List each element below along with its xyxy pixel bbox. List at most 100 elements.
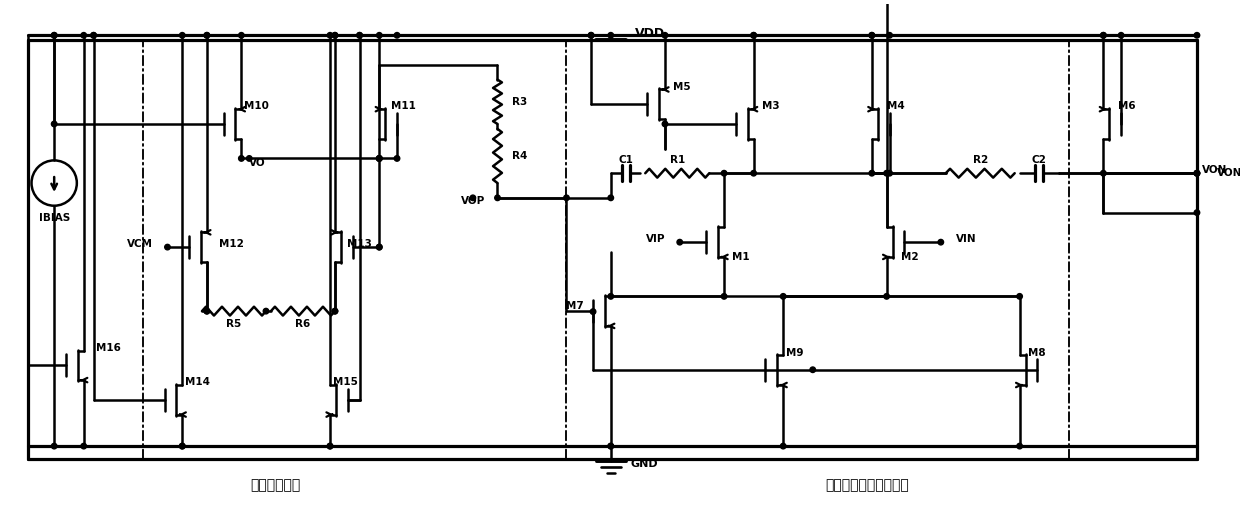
Text: VOP: VOP [461, 196, 486, 206]
Circle shape [1017, 294, 1022, 299]
Circle shape [590, 309, 595, 314]
Text: M10: M10 [244, 101, 269, 111]
Text: M9: M9 [786, 347, 804, 357]
Text: M14: M14 [185, 377, 211, 387]
Circle shape [91, 32, 97, 38]
Circle shape [495, 195, 500, 201]
Circle shape [394, 32, 399, 38]
Circle shape [81, 443, 87, 449]
Circle shape [180, 32, 185, 38]
Circle shape [238, 156, 244, 161]
Text: R4: R4 [512, 151, 528, 161]
Text: M3: M3 [761, 101, 779, 111]
Text: C1: C1 [618, 156, 632, 165]
Circle shape [1194, 170, 1200, 176]
Circle shape [780, 443, 786, 449]
Circle shape [588, 32, 594, 38]
Text: M4: M4 [887, 101, 904, 111]
Circle shape [884, 170, 889, 176]
Circle shape [332, 32, 337, 38]
Text: VON: VON [1202, 165, 1228, 175]
Text: M1: M1 [732, 252, 750, 262]
Circle shape [357, 32, 362, 38]
Circle shape [205, 308, 210, 314]
Circle shape [377, 156, 382, 161]
Text: M16: M16 [95, 343, 120, 352]
Text: GND: GND [630, 459, 658, 469]
Circle shape [887, 170, 893, 176]
Circle shape [394, 156, 399, 161]
Circle shape [869, 32, 874, 38]
Circle shape [1101, 170, 1106, 176]
Circle shape [180, 443, 185, 449]
Circle shape [722, 170, 727, 176]
Text: M6: M6 [1118, 101, 1136, 111]
Circle shape [751, 32, 756, 38]
Text: VON: VON [1216, 168, 1240, 178]
Circle shape [608, 443, 614, 449]
Circle shape [470, 195, 476, 201]
Circle shape [205, 32, 210, 38]
Circle shape [332, 308, 337, 314]
Circle shape [327, 443, 332, 449]
Text: VCM: VCM [126, 239, 153, 249]
Circle shape [662, 32, 667, 38]
Text: 主差分运算放大器电路: 主差分运算放大器电路 [825, 479, 909, 492]
Circle shape [588, 32, 594, 38]
Circle shape [608, 32, 614, 38]
Circle shape [608, 443, 614, 449]
Circle shape [662, 121, 667, 127]
Circle shape [608, 195, 614, 201]
Text: R3: R3 [512, 97, 527, 107]
Circle shape [564, 195, 569, 201]
Text: R6: R6 [295, 319, 310, 329]
Circle shape [91, 32, 97, 38]
Circle shape [51, 32, 57, 38]
Text: VIN: VIN [956, 234, 976, 244]
Circle shape [722, 294, 727, 299]
Text: M5: M5 [673, 82, 691, 92]
Circle shape [869, 32, 874, 38]
Text: VDD: VDD [635, 27, 666, 40]
Circle shape [327, 443, 332, 449]
Circle shape [1194, 170, 1200, 176]
Text: M8: M8 [1028, 347, 1045, 357]
Circle shape [677, 239, 682, 245]
Circle shape [751, 170, 756, 176]
Circle shape [247, 156, 252, 161]
Circle shape [357, 32, 362, 38]
Circle shape [205, 308, 210, 314]
Text: VIP: VIP [646, 234, 665, 244]
Text: M13: M13 [347, 239, 372, 249]
Text: M7: M7 [567, 301, 584, 311]
Circle shape [1101, 32, 1106, 38]
Text: 共模反馈电路: 共模反馈电路 [250, 479, 301, 492]
Circle shape [377, 244, 382, 250]
Text: R5: R5 [227, 319, 242, 329]
Circle shape [1194, 210, 1200, 215]
Text: M2: M2 [901, 252, 919, 262]
Circle shape [377, 156, 382, 161]
Circle shape [263, 308, 269, 314]
Circle shape [1194, 170, 1200, 176]
Text: VO: VO [249, 158, 265, 168]
Circle shape [869, 170, 874, 176]
Circle shape [937, 239, 944, 245]
Circle shape [1194, 32, 1200, 38]
Text: R1: R1 [670, 156, 684, 165]
Circle shape [377, 32, 382, 38]
Text: M11: M11 [391, 101, 415, 111]
Circle shape [51, 32, 57, 38]
Circle shape [51, 121, 57, 127]
Circle shape [608, 294, 614, 299]
Circle shape [1118, 32, 1123, 38]
Circle shape [165, 244, 170, 250]
Circle shape [377, 244, 382, 250]
Circle shape [332, 32, 337, 38]
Circle shape [751, 32, 756, 38]
Circle shape [81, 32, 87, 38]
Circle shape [1101, 32, 1106, 38]
Text: M15: M15 [334, 377, 358, 387]
Circle shape [884, 294, 889, 299]
Circle shape [327, 32, 332, 38]
